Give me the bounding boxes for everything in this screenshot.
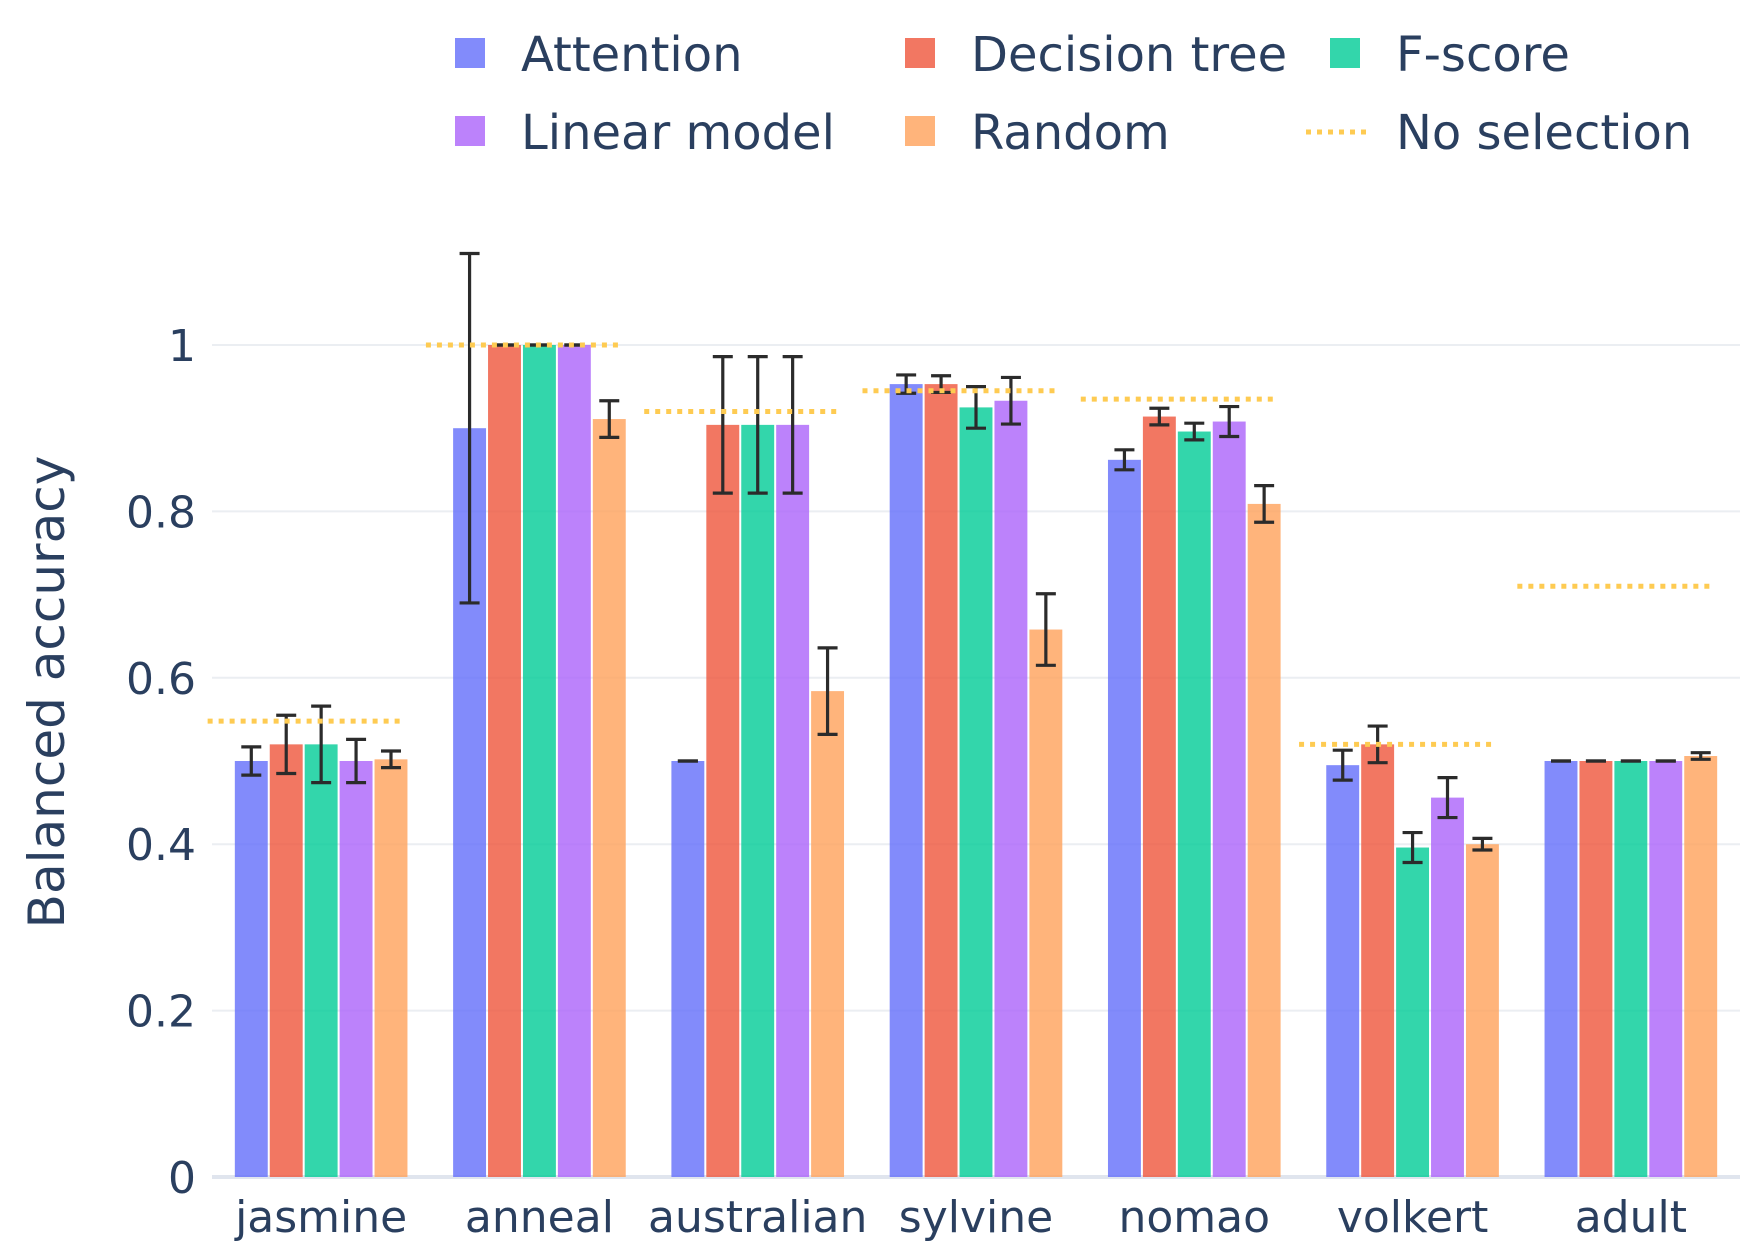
y-tick-label: 0.2 (126, 987, 196, 1038)
error-bar-decision-tree-australian (712, 355, 733, 495)
error-bar-linear-model-volkert (1437, 776, 1458, 820)
legend-item-f-score[interactable]: F-score (1330, 27, 1570, 83)
bar-linear-model-australian[interactable] (776, 424, 810, 1177)
bar-attention-jasmine[interactable] (234, 761, 268, 1177)
x-axis-ticks: jasmine anneal australian sylvine nomao volke… (234, 1192, 1687, 1243)
error-bar-random-volkert (1472, 836, 1493, 852)
x-tick-label: sylvine (899, 1192, 1053, 1243)
bar-random-nomao[interactable] (1247, 503, 1281, 1177)
error-bar-random-nomao (1254, 484, 1275, 524)
x-tick-label: adult (1575, 1192, 1687, 1243)
bar-f-score-sylvine[interactable] (959, 407, 993, 1177)
legend-swatch (905, 116, 935, 146)
error-bar-f-score-volkert (1402, 830, 1423, 865)
legend-swatch (455, 38, 485, 68)
legend-item-random[interactable]: Random (905, 105, 1170, 161)
bar-decision-tree-nomao[interactable] (1142, 416, 1176, 1177)
bar-linear-model-nomao[interactable] (1212, 421, 1246, 1177)
bar-random-adult[interactable] (1684, 756, 1718, 1177)
bar-linear-model-volkert[interactable] (1431, 797, 1464, 1177)
legend-swatch (1330, 38, 1360, 68)
y-tick-label: 1 (168, 321, 196, 372)
bar-attention-sylvine[interactable] (889, 384, 923, 1177)
bar-decision-tree-anneal[interactable] (488, 345, 521, 1177)
error-bar-random-jasmine (380, 749, 401, 770)
legend-swatch (455, 116, 485, 146)
legend[interactable]: Attention Decision tree F-score Linear mode… (455, 27, 1692, 161)
legend-item-decision-tree[interactable]: Decision tree (905, 27, 1287, 83)
legend-label: Linear model (521, 105, 835, 161)
x-tick-label: volkert (1337, 1192, 1489, 1243)
bar-attention-australian[interactable] (671, 761, 705, 1177)
y-tick-label: 0.8 (126, 487, 196, 538)
error-bar-linear-model-jasmine (346, 737, 367, 785)
error-bar-random-adult (1690, 751, 1711, 761)
error-bar-random-australian (817, 646, 838, 736)
bar-linear-model-anneal[interactable] (557, 345, 591, 1177)
bar-f-score-australian[interactable] (741, 424, 775, 1177)
bar-decision-tree-jasmine[interactable] (269, 744, 303, 1177)
error-bar-attention-nomao (1114, 448, 1135, 472)
legend-label: F-score (1396, 27, 1570, 83)
bar-random-jasmine[interactable] (374, 759, 408, 1177)
bar-attention-volkert[interactable] (1326, 765, 1360, 1177)
bar-random-volkert[interactable] (1465, 844, 1499, 1177)
y-axis-ticks: 0 0.2 0.4 0.6 0.8 1 (126, 321, 196, 1204)
error-bar-linear-model-sylvine (1000, 375, 1021, 426)
bar-linear-model-adult[interactable] (1649, 761, 1683, 1177)
error-bar-attention-jasmine (241, 745, 262, 777)
y-axis-title: Balanced accuracy (18, 456, 76, 929)
bar-decision-tree-volkert[interactable] (1361, 744, 1395, 1177)
bar-random-sylvine[interactable] (1029, 629, 1063, 1177)
bar-decision-tree-adult[interactable] (1579, 761, 1613, 1177)
error-bar-f-score-sylvine (966, 385, 986, 430)
legend-swatch (905, 38, 935, 68)
legend-label: No selection (1396, 105, 1692, 161)
legend-label: Random (971, 105, 1170, 161)
legend-label: Decision tree (971, 27, 1287, 83)
y-tick-label: 0.6 (126, 654, 196, 705)
bar-f-score-anneal[interactable] (522, 345, 556, 1177)
x-tick-label: australian (648, 1192, 867, 1243)
x-tick-label: anneal (465, 1192, 614, 1243)
bar-decision-tree-australian[interactable] (706, 424, 740, 1177)
x-tick-label: jasmine (234, 1192, 407, 1243)
bar-random-australian[interactable] (811, 691, 845, 1177)
error-bar-attention-anneal (459, 251, 480, 605)
bar-linear-model-jasmine[interactable] (339, 761, 373, 1177)
bar-f-score-nomao[interactable] (1177, 431, 1211, 1177)
bars-layer (234, 345, 1718, 1178)
legend-label: Attention (521, 27, 743, 83)
y-tick-label: 0.4 (126, 820, 196, 871)
legend-item-linear-model[interactable]: Linear model (455, 105, 835, 161)
error-bar-attention-volkert (1332, 748, 1353, 782)
error-bar-f-score-australian (747, 355, 768, 495)
error-bar-random-anneal (599, 399, 620, 439)
error-bar-f-score-nomao (1184, 421, 1205, 442)
bar-f-score-volkert[interactable] (1396, 847, 1430, 1177)
bar-attention-nomao[interactable] (1107, 459, 1141, 1177)
y-tick-label: 0 (168, 1153, 196, 1204)
error-bars-layer (241, 251, 1711, 865)
bar-linear-model-sylvine[interactable] (994, 400, 1028, 1177)
error-bar-linear-model-nomao (1219, 404, 1240, 439)
x-tick-label: nomao (1119, 1192, 1271, 1243)
legend-item-attention[interactable]: Attention (455, 27, 743, 83)
bar-f-score-jasmine[interactable] (304, 744, 338, 1177)
error-bar-decision-tree-nomao (1149, 406, 1170, 427)
bar-attention-adult[interactable] (1544, 761, 1578, 1177)
error-bar-random-sylvine (1035, 592, 1056, 667)
bar-f-score-adult[interactable] (1614, 761, 1648, 1177)
error-bar-linear-model-australian (782, 355, 803, 495)
error-bar-decision-tree-jasmine (276, 713, 297, 776)
bar-random-anneal[interactable] (592, 419, 626, 1178)
bar-decision-tree-sylvine[interactable] (924, 384, 958, 1177)
legend-item-no-selection[interactable]: No selection (1306, 105, 1692, 161)
